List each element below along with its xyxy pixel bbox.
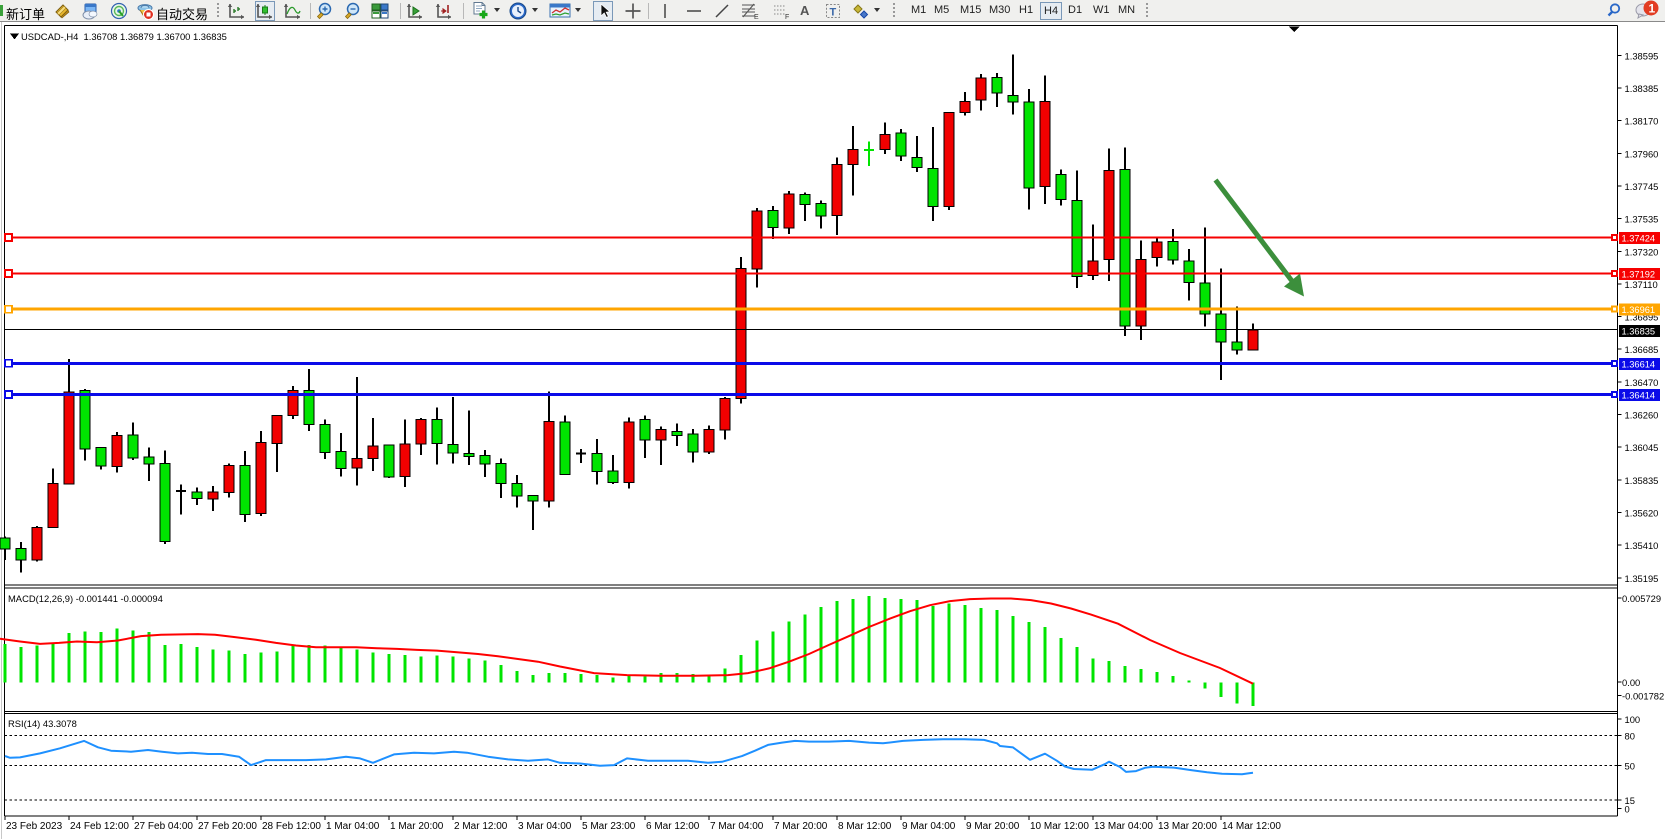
svg-text:1.36470: 1.36470: [1625, 377, 1659, 388]
svg-text:F: F: [785, 14, 789, 20]
svg-text:13 Mar 04:00: 13 Mar 04:00: [1094, 821, 1153, 832]
svg-text:8 Mar 12:00: 8 Mar 12:00: [838, 821, 892, 832]
svg-text:10 Mar 12:00: 10 Mar 12:00: [1030, 821, 1089, 832]
svg-text:1.37192: 1.37192: [1622, 270, 1656, 280]
svg-text:27 Feb 20:00: 27 Feb 20:00: [198, 821, 257, 832]
svg-text:1.38385: 1.38385: [1625, 83, 1659, 94]
svg-text:1.37320: 1.37320: [1625, 246, 1659, 257]
svg-text:5 Mar 23:00: 5 Mar 23:00: [582, 821, 636, 832]
svg-text:1.36961: 1.36961: [1622, 305, 1656, 315]
svg-text:1.36835: 1.36835: [1622, 327, 1656, 337]
svg-text:MACD(12,26,9) -0.001441 -0.000: MACD(12,26,9) -0.001441 -0.000094: [8, 593, 163, 604]
svg-text:1.37745: 1.37745: [1625, 181, 1659, 192]
svg-text:1 Mar 04:00: 1 Mar 04:00: [326, 821, 380, 832]
svg-text:14 Mar 12:00: 14 Mar 12:00: [1222, 821, 1281, 832]
svg-text:1.36045: 1.36045: [1625, 442, 1659, 453]
svg-text:1.36614: 1.36614: [1622, 359, 1656, 369]
svg-text:0.005729: 0.005729: [1622, 593, 1661, 604]
svg-text:1.36260: 1.36260: [1625, 410, 1659, 421]
svg-text:23 Feb 2023: 23 Feb 2023: [6, 821, 63, 832]
svg-text:1.37960: 1.37960: [1625, 148, 1659, 159]
svg-text:7 Mar 20:00: 7 Mar 20:00: [774, 821, 828, 832]
svg-text:1: 1: [1649, 2, 1656, 16]
svg-text:50: 50: [1625, 760, 1635, 771]
svg-text:15: 15: [1625, 795, 1635, 806]
svg-text:13 Mar 20:00: 13 Mar 20:00: [1158, 821, 1217, 832]
svg-text:2 Mar 12:00: 2 Mar 12:00: [454, 821, 508, 832]
svg-text:1.35410: 1.35410: [1625, 540, 1659, 551]
svg-text:1.38170: 1.38170: [1625, 116, 1659, 127]
svg-text:3 Mar 04:00: 3 Mar 04:00: [518, 821, 572, 832]
svg-text:9 Mar 20:00: 9 Mar 20:00: [966, 821, 1020, 832]
svg-text:1.36685: 1.36685: [1625, 344, 1659, 355]
svg-text:1 Mar 20:00: 1 Mar 20:00: [390, 821, 444, 832]
svg-text:-0.001782: -0.001782: [1622, 691, 1664, 702]
svg-text:1.35620: 1.35620: [1625, 508, 1659, 519]
svg-text:1.37424: 1.37424: [1622, 234, 1656, 244]
svg-text:9 Mar 04:00: 9 Mar 04:00: [902, 821, 956, 832]
svg-text:1.36414: 1.36414: [1622, 391, 1656, 401]
svg-text:1.36895: 1.36895: [1625, 312, 1659, 323]
svg-text:0.00: 0.00: [1622, 677, 1640, 688]
svg-text:1.37535: 1.37535: [1625, 214, 1659, 225]
svg-text:1.38595: 1.38595: [1625, 51, 1659, 62]
svg-text:27 Feb 04:00: 27 Feb 04:00: [134, 821, 193, 832]
svg-text:80: 80: [1625, 730, 1635, 741]
svg-text:28 Feb 12:00: 28 Feb 12:00: [262, 821, 321, 832]
svg-text:E: E: [754, 14, 759, 20]
svg-text:24 Feb 12:00: 24 Feb 12:00: [70, 821, 129, 832]
svg-text:1.35835: 1.35835: [1625, 475, 1659, 486]
svg-text:1.37110: 1.37110: [1625, 279, 1658, 290]
svg-text:1.35195: 1.35195: [1625, 573, 1659, 584]
svg-text:7 Mar 04:00: 7 Mar 04:00: [710, 821, 764, 832]
svg-text:0: 0: [1625, 804, 1630, 815]
svg-text:USDCAD-,H4 1.36708 1.36879 1.: USDCAD-,H4 1.36708 1.36879 1.36700 1.368…: [21, 31, 227, 42]
svg-text:RSI(14) 43.3078: RSI(14) 43.3078: [8, 718, 77, 729]
svg-text:T: T: [830, 7, 837, 19]
svg-text:6 Mar 12:00: 6 Mar 12:00: [646, 821, 700, 832]
svg-text:100: 100: [1625, 714, 1641, 725]
